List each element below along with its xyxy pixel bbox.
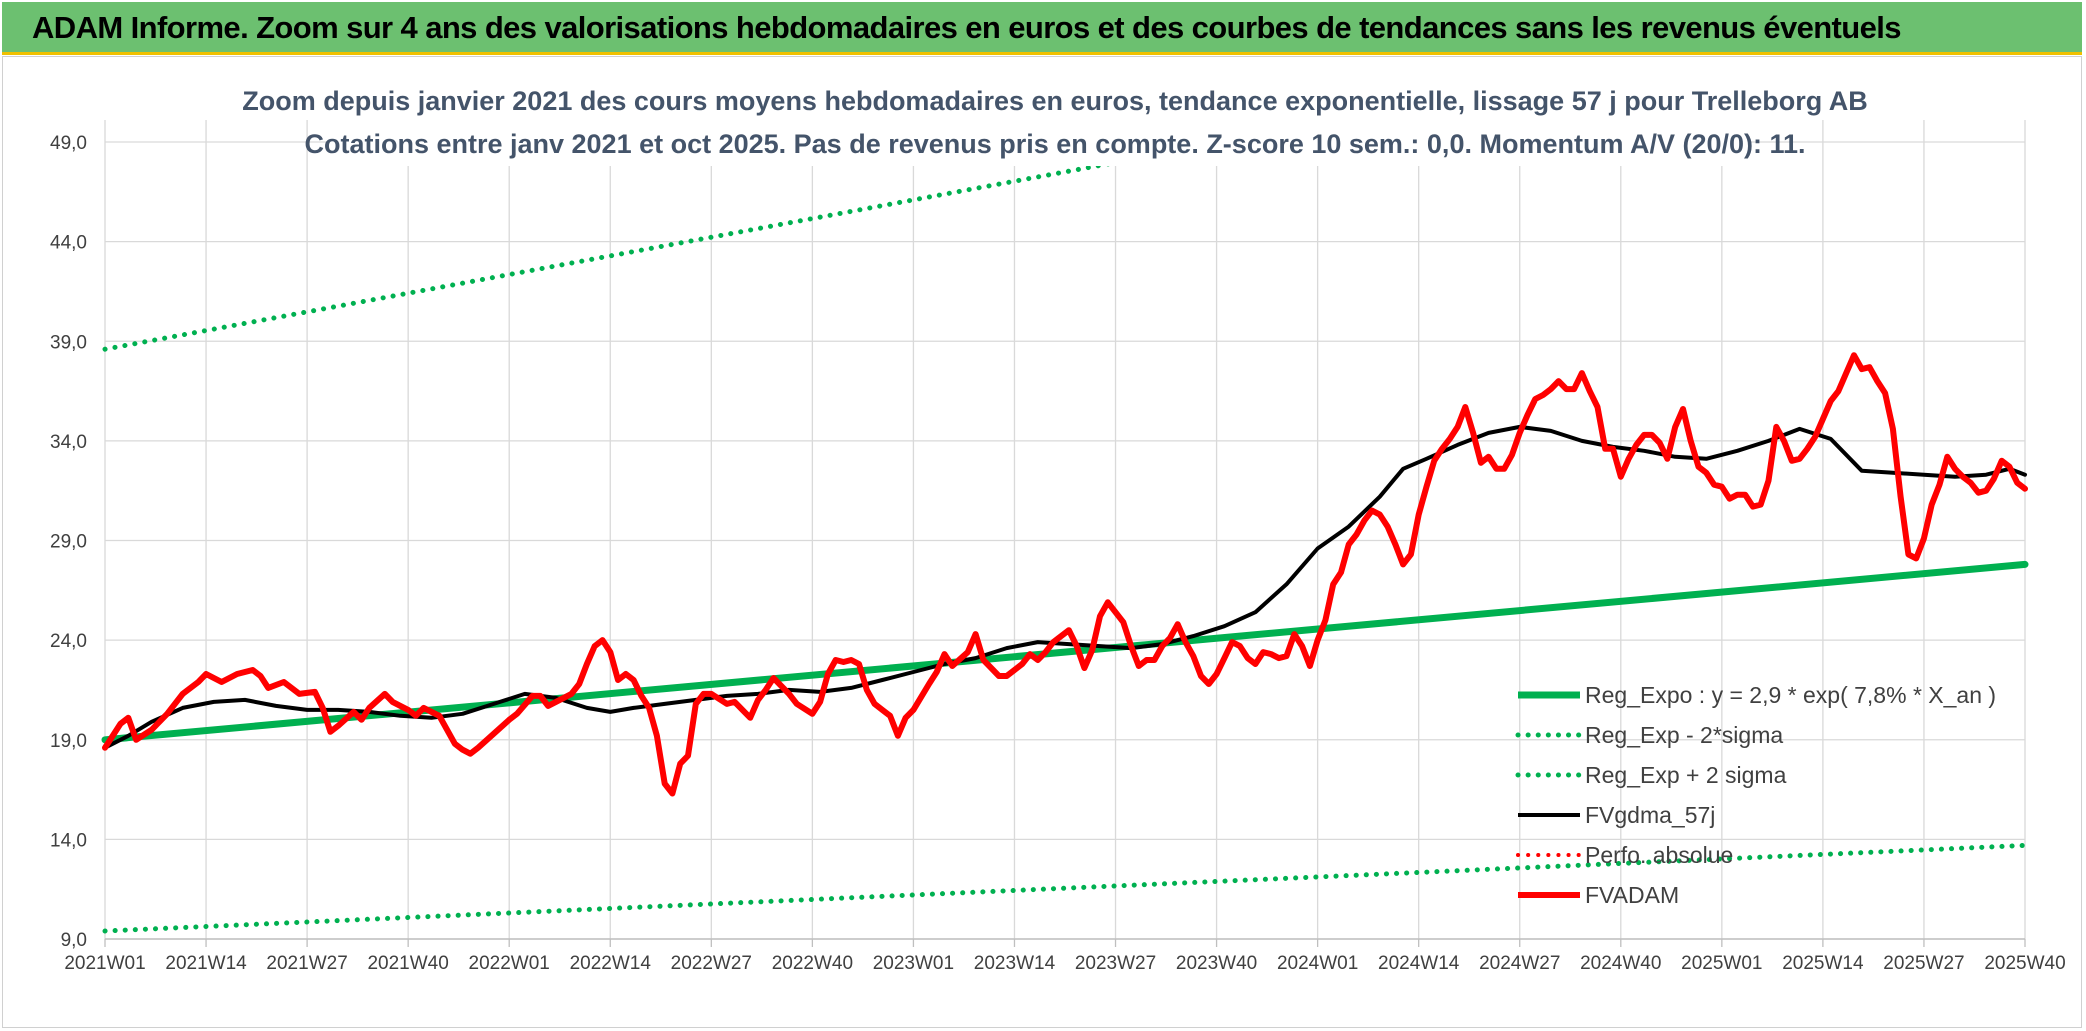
legend-label: Reg_Exp - 2*sigma (1585, 722, 1783, 748)
legend-label: FVADAM (1585, 882, 1679, 908)
chart-legend: Reg_Expo : y = 2,9 * exp( 7,8% * X_an ) R… (1515, 682, 1996, 908)
y-tick-label: 39,0 (50, 332, 87, 353)
x-tick-label: 2022W14 (570, 953, 652, 974)
chart-series (101, 118, 2029, 934)
y-tick-label: 29,0 (50, 532, 87, 553)
x-tick-label: 2023W40 (1176, 953, 1257, 974)
x-tick-label: 2021W27 (266, 953, 347, 974)
x-tick-label: 2025W01 (1681, 953, 1762, 974)
x-tick-label: 2024W14 (1378, 953, 1460, 974)
legend-label: FVgdma_57j (1585, 802, 1715, 828)
x-tick-label: 2023W14 (974, 953, 1056, 974)
series-line (102, 118, 1371, 352)
y-tick-label: 34,0 (50, 432, 87, 453)
x-tick-label: 2024W40 (1580, 953, 1661, 974)
y-tick-label: 44,0 (50, 233, 87, 254)
legend-label: Perfo. absolue (1585, 842, 1733, 868)
x-tick-label: 2021W40 (367, 953, 448, 974)
series-line (102, 352, 2028, 797)
x-tick-label: 2022W01 (469, 953, 550, 974)
chart-gridlines (104, 120, 2026, 940)
y-tick-label: 49,0 (50, 133, 87, 154)
legend-label: Reg_Exp + 2 sigma (1585, 762, 1787, 788)
y-axis: 9,0 14,0 19,0 24,0 29,0 34,0 39,0 44,0 49,0 (50, 133, 87, 951)
y-tick-label: 19,0 (50, 731, 87, 752)
series-line (102, 842, 2028, 934)
x-tick-label: 2023W01 (873, 953, 954, 974)
legend-label: Reg_Expo : y = 2,9 * exp( 7,8% * X_an ) (1585, 682, 1996, 708)
chart-title-line1: Zoom depuis janvier 2021 des cours moyen… (242, 86, 1868, 116)
report-banner: ADAM Informe. Zoom sur 4 ans des valoris… (2, 2, 2082, 55)
x-tick-label: 2025W14 (1782, 953, 1864, 974)
x-tick-label: 2021W14 (165, 953, 247, 974)
x-tick-label: 2025W40 (1984, 953, 2065, 974)
chart-title-line2: Cotations entre janv 2021 et oct 2025. P… (304, 129, 1805, 159)
y-tick-label: 24,0 (50, 631, 87, 652)
x-tick-label: 2021W01 (64, 953, 145, 974)
report-title: ADAM Informe. Zoom sur 4 ans des valoris… (32, 10, 1902, 45)
chart-area-border (2, 56, 2082, 1028)
x-tick-label: 2022W27 (671, 953, 752, 974)
x-tick-label: 2023W27 (1075, 953, 1156, 974)
x-tick-label: 2024W27 (1479, 953, 1560, 974)
y-tick-label: 14,0 (50, 830, 87, 851)
x-tick-label: 2024W01 (1277, 953, 1358, 974)
series-line (103, 424, 2027, 750)
x-axis: 2021W01 2021W14 2021W27 2021W40 2022W01 2022W… (64, 938, 2066, 974)
x-tick-label: 2025W27 (1883, 953, 1964, 974)
x-tick-label: 2022W40 (772, 953, 853, 974)
title-background (330, 80, 1750, 166)
y-tick-label: 9,0 (61, 930, 87, 951)
